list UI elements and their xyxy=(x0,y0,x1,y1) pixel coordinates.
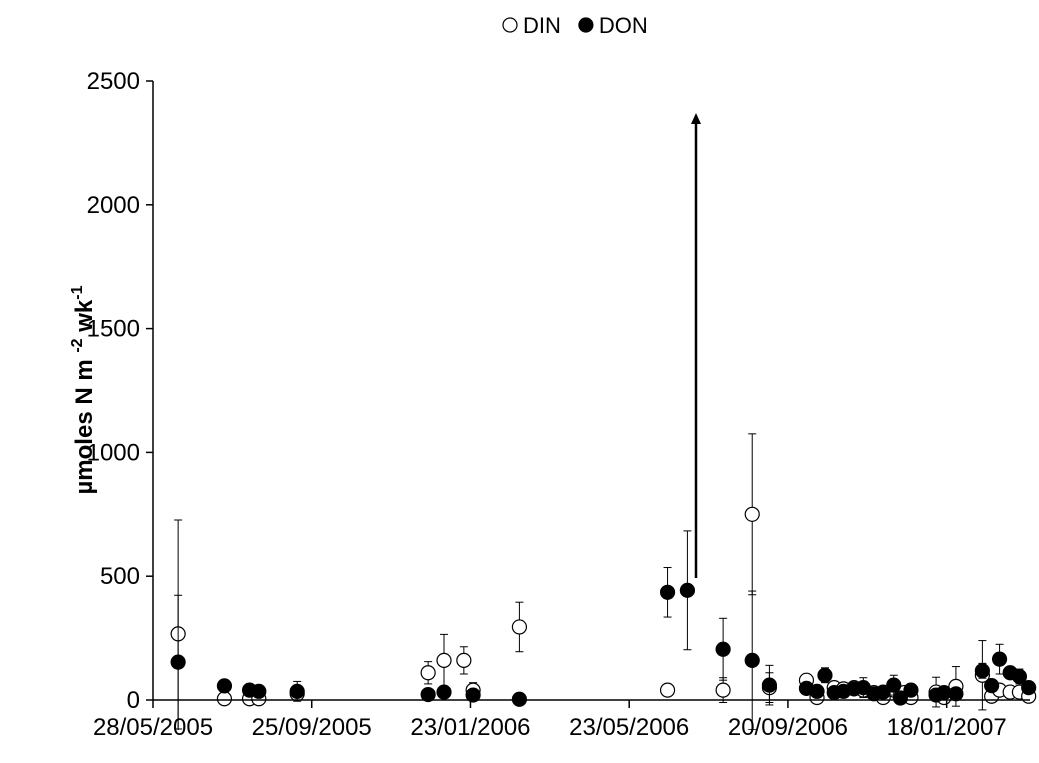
data-point xyxy=(251,683,267,699)
y-label-superscript: -2 xyxy=(69,338,86,352)
x-tick-label: 23/05/2006 xyxy=(569,714,689,741)
y-label-part: µmoles N m xyxy=(71,353,98,495)
y-label-superscript: -1 xyxy=(69,285,86,299)
legend-marker xyxy=(578,17,594,33)
y-tick-label: 2000 xyxy=(87,192,140,219)
off-scale-arrow xyxy=(691,113,701,578)
data-point xyxy=(679,582,696,598)
arrow-head xyxy=(691,113,701,124)
y-tick-label: 1500 xyxy=(87,316,140,343)
data-point xyxy=(744,652,760,668)
data-point xyxy=(170,654,186,670)
legend-label: DIN xyxy=(523,13,561,38)
data-point xyxy=(1021,680,1037,696)
data-point xyxy=(289,683,305,699)
y-tick-label: 0 xyxy=(127,687,140,714)
data-point xyxy=(456,652,472,668)
data-point xyxy=(216,678,233,694)
data-point xyxy=(886,677,902,693)
data-point xyxy=(715,682,731,698)
data-point xyxy=(511,619,528,635)
y-label-part: wk xyxy=(71,299,98,338)
data-point xyxy=(420,686,436,703)
y-tick-label: 500 xyxy=(100,563,140,590)
y-axis-label: µmoles N m -2 wk-1 xyxy=(69,285,98,494)
data-point xyxy=(659,682,676,698)
data-point xyxy=(974,663,990,679)
data-point xyxy=(715,641,731,657)
data-point xyxy=(420,665,436,681)
x-tick-label: 20/09/2006 xyxy=(728,714,848,741)
x-tick-label: 28/05/2005 xyxy=(93,714,213,741)
data-point xyxy=(809,683,825,699)
data-point xyxy=(436,684,452,700)
data-point xyxy=(1011,668,1028,685)
data-point xyxy=(991,651,1008,667)
legend-label: DON xyxy=(599,13,648,38)
data-point xyxy=(761,677,778,693)
data-point xyxy=(984,678,1000,694)
data-point xyxy=(817,667,833,683)
data-point xyxy=(216,691,233,707)
data-point xyxy=(744,506,760,522)
data-point xyxy=(903,682,919,698)
data-point xyxy=(892,690,908,706)
data-point xyxy=(659,584,676,600)
x-tick-label: 23/01/2006 xyxy=(410,714,530,741)
data-point xyxy=(436,652,452,668)
x-tick-label: 18/01/2007 xyxy=(887,714,1007,741)
data-point xyxy=(948,686,964,702)
data-point xyxy=(875,684,891,700)
legend-marker xyxy=(502,17,518,33)
y-tick-label: 1000 xyxy=(87,439,140,466)
x-tick-label: 25/09/2005 xyxy=(252,714,372,741)
data-point xyxy=(465,687,481,703)
y-tick-label: 2500 xyxy=(87,68,140,95)
